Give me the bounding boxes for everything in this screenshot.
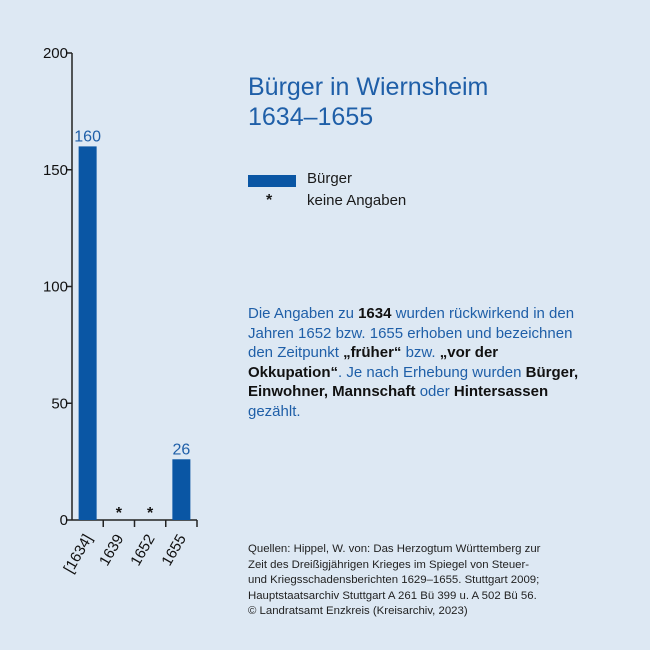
note-bold: Hintersassen <box>453 383 549 400</box>
x-tick-label: [1634] <box>61 532 97 577</box>
x-tick-label: 1652 <box>127 532 158 569</box>
sources-text: Quellen: Hippel, W. von: Das Herzogtum W… <box>248 542 588 620</box>
x-tick-label: 1655 <box>158 532 189 569</box>
note-text: Die Angaben zu <box>248 305 359 322</box>
legend-label-buerger: Bürger <box>307 170 353 187</box>
y-tick-label: 0 <box>60 512 68 529</box>
title-line-2: 1634–1655 <box>248 103 374 131</box>
note-text: bzw. <box>401 344 440 361</box>
source-line: und Kriegsschadensberichten 1629–1655. S… <box>248 574 540 587</box>
note-text: wurden rückwirkend in den Jahren 1652 bz… <box>248 305 575 361</box>
bar-value-label: 160 <box>74 128 101 145</box>
bar-1655 <box>172 459 191 520</box>
note-bold: 1634 <box>358 305 392 322</box>
y-tick-label: 100 <box>43 279 68 296</box>
note-bold: Bürger, Einwohner, Mannschaft <box>248 363 579 401</box>
legend-label-keine-angaben: keine Angaben <box>307 192 407 209</box>
y-tick-label: 150 <box>43 162 68 179</box>
chart-title: Bürger in Wiernsheim 1634–1655 <box>248 72 488 132</box>
note-bold: „vor der Okkupation“ <box>248 344 499 381</box>
source-line: Hauptstaatsarchiv Stuttgart A 261 Bü 399… <box>248 589 537 602</box>
legend-star-symbol: * <box>266 192 273 209</box>
note-text: oder <box>415 383 454 400</box>
y-tick-label: 50 <box>51 395 68 412</box>
missing-data-star: * <box>147 505 154 522</box>
note-text: gezählt. <box>248 402 301 420</box>
title-line-1: Bürger in Wiernsheim <box>248 73 489 101</box>
note-text: . Je nach Erhebung wurden <box>338 363 526 381</box>
legend-bar-swatch <box>248 175 296 187</box>
missing-data-star: * <box>116 505 123 522</box>
y-tick-label: 200 <box>43 45 68 62</box>
bar-value-label: 26 <box>172 441 190 458</box>
copyright-line: © Landratsamt Enzkreis (Kreisarchiv, 202… <box>248 605 468 618</box>
source-line: Quellen: Hippel, W. von: Das Herzogtum W… <box>248 543 541 555</box>
source-line: Zeit des Dreißigjährigen Krieges im Spie… <box>248 558 530 571</box>
explanatory-note: Die Angaben zu 1634 wurden rückwirkend i… <box>248 304 588 421</box>
x-tick-label: 1639 <box>96 532 127 569</box>
note-bold: „früher“ <box>343 344 402 361</box>
bar-1634 <box>78 146 97 520</box>
